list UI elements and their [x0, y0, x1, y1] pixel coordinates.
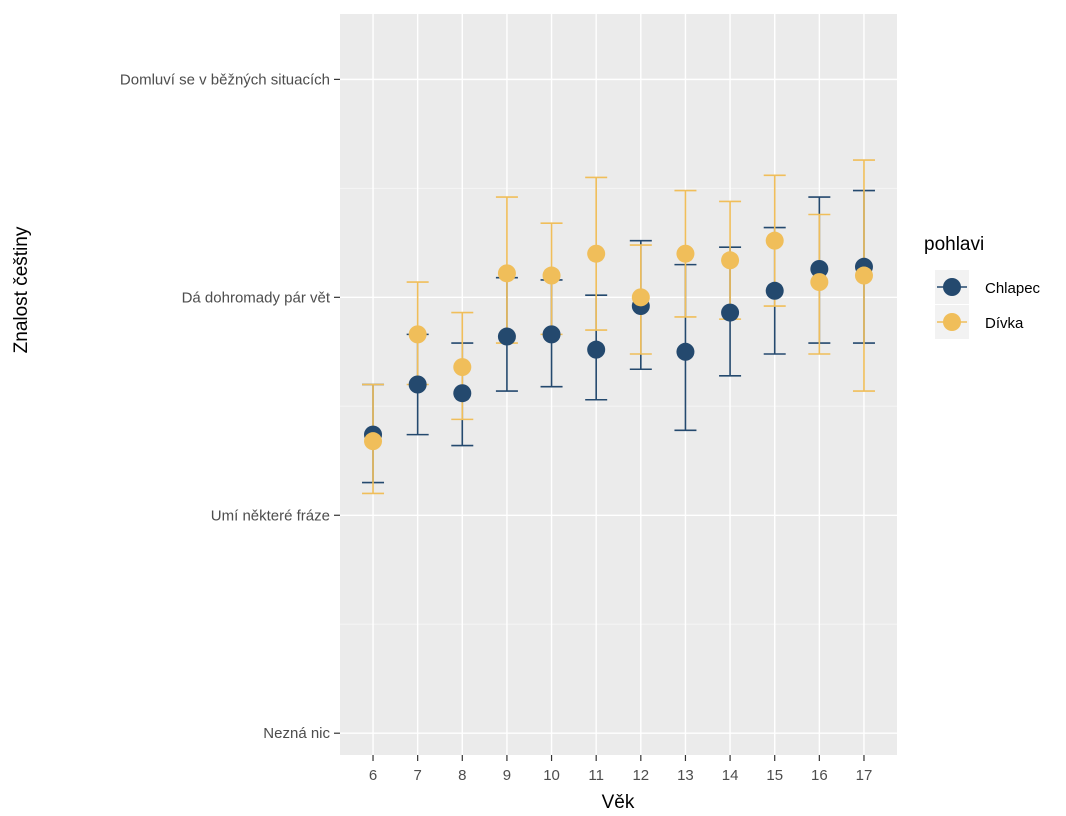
data-point	[542, 325, 561, 344]
data-point	[408, 325, 427, 344]
legend-label: Chlapec	[985, 280, 1041, 297]
data-point	[854, 266, 873, 285]
legend-key-point	[943, 278, 961, 296]
x-axis: 6 7 8 9 10 11 12 13 14 15 16 17	[369, 755, 872, 784]
data-point	[453, 358, 472, 377]
legend-title: pohlavi	[924, 234, 984, 255]
data-point	[542, 266, 561, 285]
y-tick-label: Nezná nic	[263, 725, 330, 742]
data-point	[765, 281, 784, 300]
data-point	[810, 273, 829, 292]
data-point	[364, 432, 383, 451]
data-point	[631, 288, 650, 307]
legend-items: Chlapec Dívka	[935, 270, 1041, 339]
x-tick-label: 12	[632, 767, 649, 784]
legend-key-point	[943, 313, 961, 331]
x-tick-label: 8	[458, 767, 466, 784]
data-point	[721, 251, 740, 270]
data-point	[497, 327, 516, 346]
data-point	[676, 342, 695, 361]
x-tick-label: 17	[856, 767, 873, 784]
data-point	[721, 303, 740, 322]
y-axis: Nezná nic Umí některé fráze Dá dohromady p…	[120, 71, 340, 742]
x-axis-title: Věk	[602, 792, 635, 813]
points-chlapec	[364, 257, 873, 444]
legend-label: Dívka	[985, 315, 1024, 332]
x-tick-label: 15	[766, 767, 783, 784]
x-tick-label: 10	[543, 767, 560, 784]
data-point	[587, 244, 606, 263]
data-point	[453, 384, 472, 403]
data-point	[676, 244, 695, 263]
data-point	[408, 375, 427, 394]
x-tick-label: 11	[588, 767, 604, 784]
data-point	[587, 340, 606, 359]
y-tick-label: Dá dohromady pár vět	[182, 289, 331, 306]
data-point	[765, 231, 784, 250]
x-tick-label: 14	[722, 767, 739, 784]
y-axis-title: Znalost češtiny	[11, 226, 32, 353]
y-tick-label: Domluví se v běžných situacích	[120, 71, 330, 88]
grid-minor	[340, 187, 897, 625]
legend: pohlavi Chlapec Dívka	[924, 234, 1041, 339]
points-dívka	[364, 231, 873, 451]
x-tick-label: 7	[413, 767, 421, 784]
y-tick-label: Umí některé fráze	[211, 507, 330, 524]
plot-panel	[340, 14, 897, 755]
x-tick-label: 13	[677, 767, 694, 784]
series-layer	[362, 159, 875, 495]
x-tick-label: 9	[503, 767, 511, 784]
x-tick-label: 16	[811, 767, 828, 784]
x-tick-label: 6	[369, 767, 377, 784]
data-point	[810, 259, 829, 278]
data-point	[497, 264, 516, 283]
